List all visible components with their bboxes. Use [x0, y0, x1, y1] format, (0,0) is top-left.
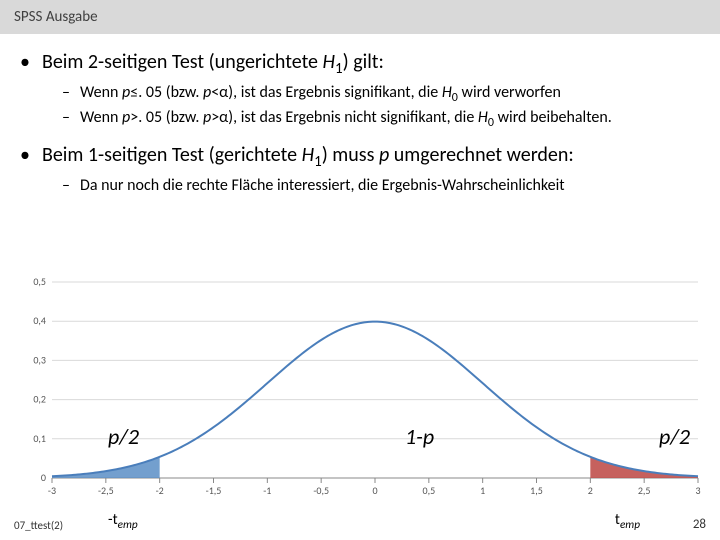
slide-title: SPSS Ausgabe: [14, 8, 98, 26]
slide-header: SPSS Ausgabe: [0, 0, 720, 34]
svg-text:-0,5: -0,5: [313, 484, 329, 497]
label-p-half-left: p/2: [108, 423, 139, 450]
svg-text:0,4: 0,4: [33, 314, 46, 327]
bullet-sub-1a: – Wenn p≤. 05 (bzw. p<α), ist das Ergebn…: [62, 83, 700, 106]
bullet-text: Da nur noch die rechte Fläche interessie…: [80, 176, 565, 196]
svg-text:0: 0: [372, 484, 377, 497]
bullet-sub-1b: – Wenn p>. 05 (bzw. p>α), ist das Ergebn…: [62, 108, 700, 131]
svg-text:2: 2: [588, 484, 593, 497]
svg-text:0,5: 0,5: [423, 484, 436, 497]
bullet-sub-2: – Da nur noch die rechte Fläche interess…: [62, 176, 700, 196]
bullet-dash: –: [62, 83, 70, 106]
svg-text:1: 1: [480, 484, 485, 497]
chart-svg: 0 0,1 0,2 0,3 0,4 0,5 -3 -2,5 -2 -1,5 -1 -0,5 0 0,5 1 1…: [14, 276, 706, 506]
label-p-half-right: p/2: [659, 423, 690, 450]
t-emp-right: temp: [615, 511, 640, 532]
bullet-text: Wenn p≤. 05 (bzw. p<α), ist das Ergebnis…: [80, 83, 561, 106]
bullet-dot: •: [20, 143, 30, 172]
bullet-dash: –: [62, 108, 70, 131]
svg-text:-1,5: -1,5: [206, 484, 222, 497]
svg-text:-3: -3: [48, 484, 56, 497]
footer-page-number: 28: [693, 517, 706, 532]
svg-text:0,1: 0,1: [33, 432, 46, 445]
distribution-chart: 0 0,1 0,2 0,3 0,4 0,5 -3 -2,5 -2 -1,5 -1 -0,5 0 0,5 1 1…: [14, 276, 706, 506]
svg-text:0,5: 0,5: [33, 276, 46, 288]
svg-text:0: 0: [41, 471, 46, 484]
label-one-minus-p: 1-p: [405, 423, 434, 450]
svg-text:2,5: 2,5: [638, 484, 651, 497]
bullet-text: Beim 2-seitigen Test (ungerichtete H1) g…: [42, 50, 384, 79]
bullet-main-2: • Beim 1-seitigen Test (gerichtete H1) m…: [20, 143, 700, 172]
svg-text:-1: -1: [263, 484, 271, 497]
bullet-dot: •: [20, 50, 30, 79]
svg-text:-2: -2: [156, 484, 164, 497]
svg-text:0,2: 0,2: [33, 393, 46, 406]
footer-left: 07_ttest(2): [14, 519, 63, 532]
t-emp-left: -temp: [108, 511, 138, 532]
slide-content: • Beim 2-seitigen Test (ungerichtete H1)…: [0, 34, 720, 196]
bullet-text: Wenn p>. 05 (bzw. p>α), ist das Ergebnis…: [80, 108, 612, 131]
svg-text:3: 3: [695, 484, 700, 497]
bullet-main-1: • Beim 2-seitigen Test (ungerichtete H1)…: [20, 50, 700, 79]
svg-text:0,3: 0,3: [33, 353, 46, 366]
bullet-dash: –: [62, 176, 70, 196]
svg-text:1,5: 1,5: [530, 484, 543, 497]
svg-text:-2,5: -2,5: [98, 484, 114, 497]
bullet-text: Beim 1-seitigen Test (gerichtete H1) mus…: [42, 143, 682, 172]
